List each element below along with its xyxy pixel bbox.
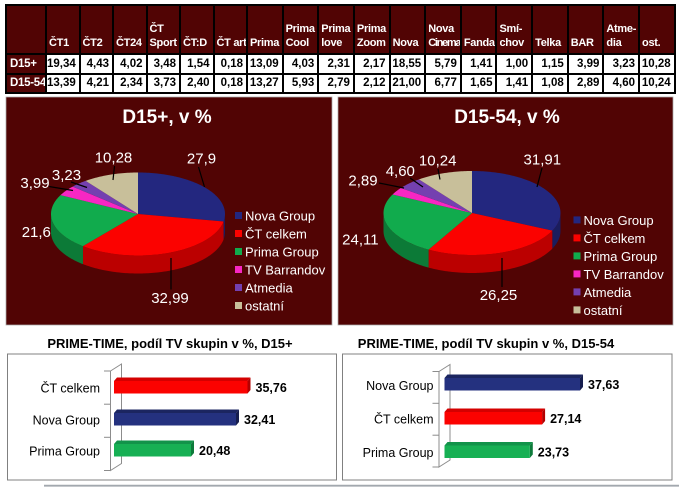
svg-text:31,91: 31,91 [524, 152, 562, 169]
svg-text:PRIME-TIME, podíl TV skupin v: PRIME-TIME, podíl TV skupin v %, D15-54 [358, 336, 615, 351]
svg-text:32,99: 32,99 [151, 290, 189, 307]
svg-text:ostatní: ostatní [584, 303, 623, 318]
svg-text:Prima Group: Prima Group [584, 249, 658, 264]
svg-text:TV Barrandov: TV Barrandov [584, 267, 665, 282]
svg-text:ČT celkem: ČT celkem [245, 227, 307, 242]
svg-text:21,6: 21,6 [22, 224, 51, 241]
svg-text:10,28: 10,28 [95, 150, 133, 167]
svg-text:Prima Group: Prima Group [363, 446, 434, 460]
svg-text:Atmedia: Atmedia [245, 281, 293, 296]
svg-text:35,76: 35,76 [256, 381, 287, 395]
svg-text:ostatní: ostatní [245, 299, 284, 314]
svg-text:10,24: 10,24 [419, 153, 457, 170]
svg-text:D15+, v %: D15+, v % [122, 107, 211, 128]
svg-text:2,89: 2,89 [348, 173, 377, 190]
svg-text:Nova Group: Nova Group [245, 209, 315, 224]
svg-text:PRIME-TIME, podíl TV skupin v: PRIME-TIME, podíl TV skupin v %, D15+ [47, 336, 293, 351]
svg-text:TV Barrandov: TV Barrandov [245, 263, 326, 278]
svg-text:Atmedia: Atmedia [584, 285, 632, 300]
svg-text:3,99: 3,99 [20, 175, 49, 192]
svg-text:37,63: 37,63 [588, 378, 619, 392]
svg-text:20,48: 20,48 [199, 444, 230, 458]
svg-text:ČT celkem: ČT celkem [40, 381, 100, 396]
svg-text:Nova Group: Nova Group [33, 414, 100, 428]
svg-text:Nova Group: Nova Group [584, 213, 654, 228]
svg-text:32,41: 32,41 [244, 413, 275, 427]
svg-text:3,23: 3,23 [52, 167, 81, 184]
svg-text:ČT celkem: ČT celkem [374, 412, 434, 427]
svg-text:27,9: 27,9 [187, 151, 216, 168]
svg-text:4,60: 4,60 [386, 163, 415, 180]
svg-text:Nova Group: Nova Group [366, 379, 433, 393]
svg-text:26,25: 26,25 [480, 287, 518, 304]
svg-text:Prima Group: Prima Group [29, 445, 100, 459]
svg-text:24,11: 24,11 [342, 232, 378, 249]
svg-text:Prima Group: Prima Group [245, 245, 319, 260]
svg-text:23,73: 23,73 [538, 446, 569, 460]
svg-text:D15-54, v %: D15-54, v % [454, 107, 560, 128]
svg-text:27,14: 27,14 [550, 412, 581, 426]
svg-text:ČT celkem: ČT celkem [584, 231, 646, 246]
